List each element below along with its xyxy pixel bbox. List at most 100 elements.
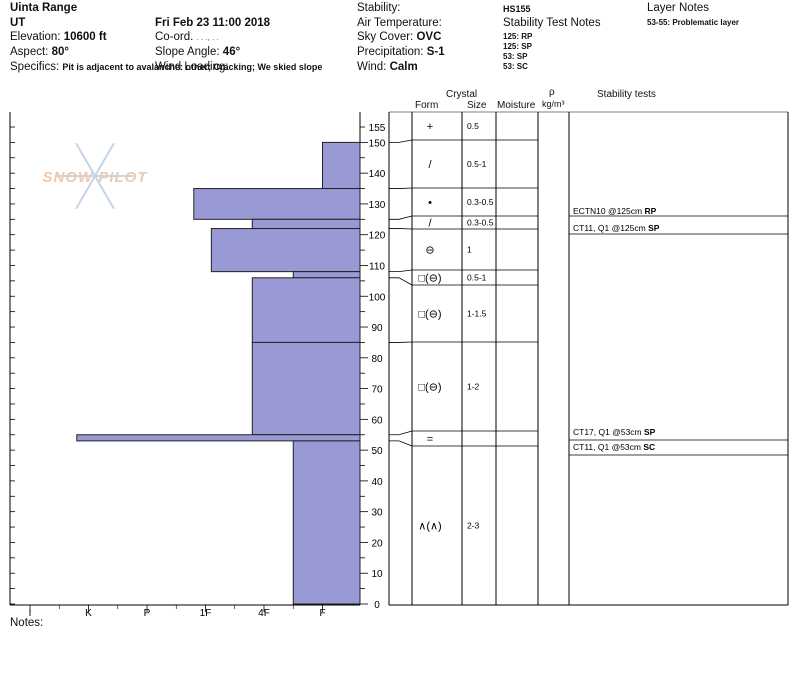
crystal-form: / [428,159,432,171]
crystal-form: □(⊖) [418,309,441,321]
hardness-bar [251,218,361,230]
y-tick-label: 100 [369,292,386,303]
crystal-size: 0.5 [467,121,479,131]
crystal-form: + [427,121,433,133]
hardness-bar [251,341,361,436]
y-tick-label: 120 [369,231,386,242]
crystal-form: ⊖ [425,245,434,257]
form-header: Form [415,100,439,111]
wind-loading: Wind Loading: [155,61,229,73]
x-tick-label: 1F [200,608,212,619]
y-tick-label: 90 [371,323,383,334]
hardness-bar [76,434,361,442]
crystal-size: 1-2 [467,382,480,392]
x-tick-label: K [85,608,92,619]
snow-profile-chart: SNOW PILOT I K P 1F 4F F010203040506070809010… [9,111,789,619]
y-tick-label: 60 [371,415,383,426]
moisture-header: Moisture [497,100,536,111]
y-tick-label: 30 [371,508,383,519]
boundary-connector [389,187,413,189]
air-temperature: Air Temperature: [357,17,442,29]
crystal-header: Crystal [446,89,478,100]
boundary-connector [389,139,413,143]
crystal-size: 0.3-0.5 [467,218,494,228]
y-tick-label: 155 [369,123,386,134]
hardness-bar [292,271,361,279]
density-unit: kg/m³ [542,99,565,109]
hardness-bar [210,228,361,273]
y-tick-label: 70 [371,385,383,396]
boundary-connector [389,277,413,286]
crystal-size: 0.5-1 [467,273,487,283]
size-header: Size [467,100,487,111]
y-tick-label: 150 [369,138,386,149]
stability-test-code: RP [644,206,656,216]
stability: Stability: [357,2,401,14]
crystal-form: = [427,434,433,446]
x-tick-label: P [144,608,151,619]
crystal-form: ∧(∧) [418,521,441,533]
snowflake-arm [75,175,96,210]
stability-test: CT11, Q1 @125cm SP [573,223,660,233]
stability-test: CT17, Q1 @53cm SP [573,427,656,437]
precipitation: Precipitation: S-1 [357,46,445,58]
stability-test-code: SP [648,223,660,233]
hardness-bar [322,141,361,190]
location: Uinta Range [10,2,78,14]
layer-note: 53-55: Problematic layer [647,18,740,27]
state: UT [10,17,26,29]
y-tick-label: 140 [369,169,386,180]
slope-angle: Slope Angle: 46° [155,46,241,58]
stability-tests-header: Stability tests [597,89,656,100]
coordinates: Co-ord. . . ., . . [155,31,219,43]
y-tick-label: 40 [371,477,383,488]
layer-notes-title: Layer Notes [647,2,710,14]
hardness-bar [193,188,361,220]
datetime: Fri Feb 23 11:00 2018 [155,17,271,29]
stability-note: 125: SP [503,42,532,51]
snowflake-arm [94,175,115,210]
snowpilot-watermark: SNOW PILOT [43,142,147,210]
crystal-form: □(⊖) [418,273,441,285]
hardness-bar [292,440,361,605]
hs-value: HS155 [503,4,531,14]
elevation: Elevation: 10600 ft [10,31,107,43]
boundary-connector [389,430,413,436]
aspect: Aspect: 80° [10,46,69,58]
stability-note: 53: SC [503,62,528,71]
stability-notes-title: Stability Test Notes [503,17,601,29]
y-tick-label: 10 [371,569,383,580]
stability-note: 53: SP [503,52,528,61]
crystal-size: 0.3-0.5 [467,197,494,207]
y-tick-label: 20 [371,538,383,549]
boundary-connector [389,215,413,220]
y-tick-label: 50 [371,446,383,457]
y-tick-label: 80 [371,354,383,365]
stability-test: ECTN10 @125cm RP [573,206,657,216]
x-tick-label: I [29,608,32,619]
crystal-size: 2-3 [467,521,480,531]
y-tick-label: 0 [374,600,380,611]
x-tick-label: F [319,608,325,619]
y-tick-label: 130 [369,200,386,211]
boundary-connector [389,440,413,447]
snowflake-arm [75,142,96,177]
x-tick-label: 4F [258,608,270,619]
crystal-size: 1 [467,245,472,255]
snowflake-arm [94,142,115,177]
crystal-form: □(⊖) [418,382,441,394]
stability-test: CT11, Q1 @53cm SC [573,442,655,452]
hardness-bar [251,277,361,343]
notes-label: Notes: [10,617,44,629]
sky-cover: Sky Cover: OVC [357,31,442,43]
stability-test-code: SC [643,442,655,452]
y-tick-label: 110 [369,261,385,272]
crystal-form: • [428,197,432,209]
crystal-size: 0.5-1 [467,159,487,169]
density-header: ρ [549,87,555,98]
stability-note: 125: RP [503,32,533,41]
specifics: Specifics: Pit is adjacent to avalanche:… [10,61,323,73]
stability-test-code: SP [644,427,656,437]
boundary-connector [389,269,413,273]
wind: Wind: Calm [357,61,418,73]
